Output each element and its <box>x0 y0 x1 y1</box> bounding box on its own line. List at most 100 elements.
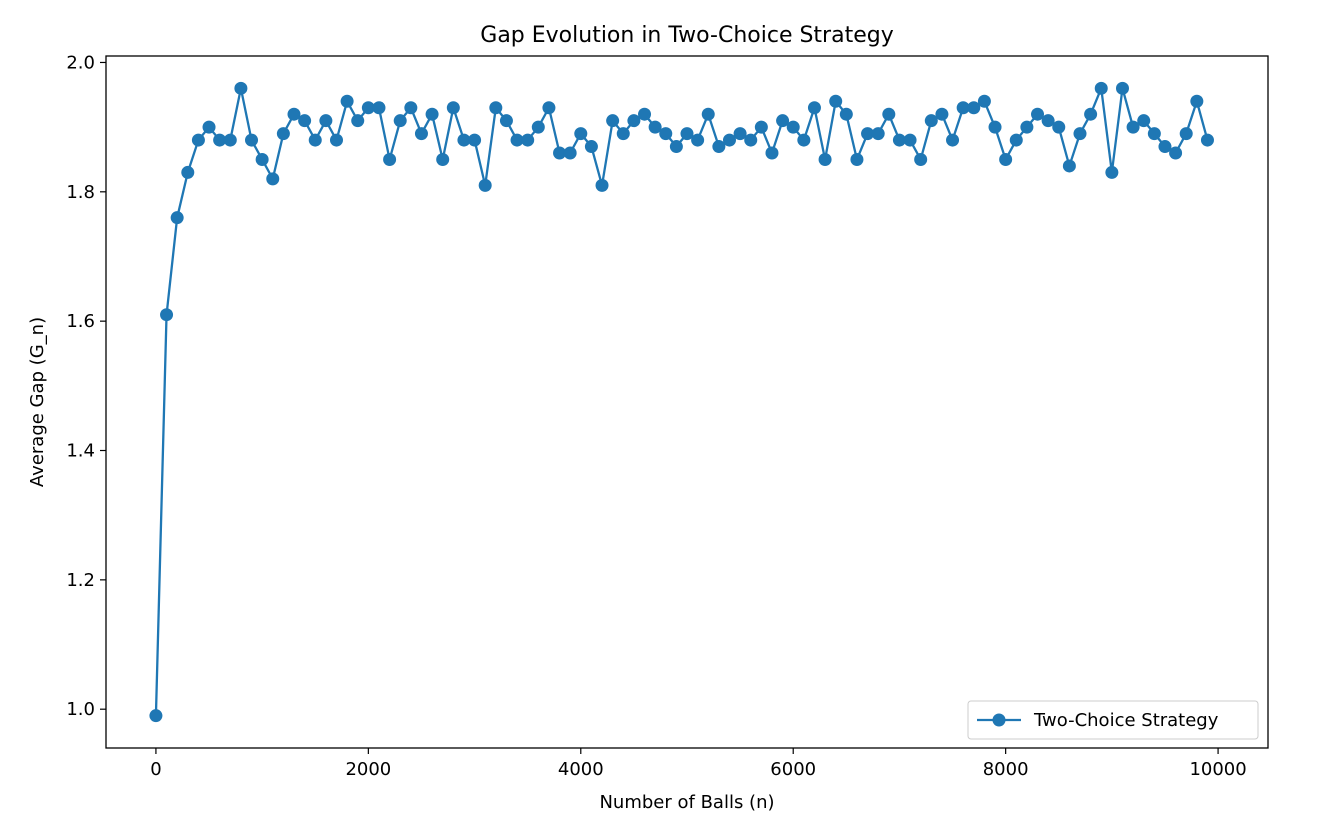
data-point <box>308 133 322 147</box>
data-point <box>1084 107 1098 121</box>
data-point <box>1115 81 1129 95</box>
data-point <box>786 120 800 134</box>
data-point <box>1179 127 1193 141</box>
data-point <box>574 127 588 141</box>
data-point <box>988 120 1002 134</box>
data-point <box>351 114 365 128</box>
data-point <box>1094 81 1108 95</box>
data-point <box>329 133 343 147</box>
data-point <box>1147 127 1161 141</box>
data-point <box>850 152 864 166</box>
data-point <box>924 114 938 128</box>
legend-label: Two-Choice Strategy <box>1033 710 1219 731</box>
data-point <box>892 133 906 147</box>
x-tick-label: 4000 <box>558 759 604 780</box>
data-point <box>712 140 726 154</box>
data-point <box>319 114 333 128</box>
x-tick-label: 0 <box>150 759 161 780</box>
data-point <box>776 114 790 128</box>
data-point <box>457 133 471 147</box>
data-point <box>1137 114 1151 128</box>
data-point <box>1041 114 1055 128</box>
y-tick-label: 1.6 <box>66 311 95 332</box>
data-point <box>638 107 652 121</box>
data-point <box>202 120 216 134</box>
x-tick-label: 10000 <box>1189 759 1246 780</box>
data-point <box>807 101 821 115</box>
data-point <box>871 127 885 141</box>
y-tick-label: 1.2 <box>66 570 95 591</box>
data-point <box>829 94 843 108</box>
data-point <box>733 127 747 141</box>
data-point <box>754 120 768 134</box>
y-tick-label: 2.0 <box>66 52 95 73</box>
data-point <box>627 114 641 128</box>
data-point <box>1052 120 1066 134</box>
data-point <box>383 152 397 166</box>
data-point <box>648 120 662 134</box>
data-point <box>1031 107 1045 121</box>
data-point <box>691 133 705 147</box>
y-axis-label: Average Gap (G_n) <box>27 317 48 487</box>
data-point <box>436 152 450 166</box>
plot-area-frame <box>105 55 1269 749</box>
data-point <box>149 709 163 723</box>
data-point <box>287 107 301 121</box>
data-point <box>521 133 535 147</box>
data-point <box>393 114 407 128</box>
data-point <box>266 172 280 186</box>
data-point <box>882 107 896 121</box>
x-axis: 0 2000 4000 6000 8000 10000 <box>150 748 1247 780</box>
data-point <box>1020 120 1034 134</box>
data-point <box>340 94 354 108</box>
data-point <box>298 114 312 128</box>
data-point <box>722 133 736 147</box>
x-axis-label: Number of Balls (n) <box>599 792 774 813</box>
data-point <box>446 101 460 115</box>
data-point <box>414 127 428 141</box>
y-axis: 1.0 1.2 1.4 1.6 1.8 2.0 <box>66 52 106 720</box>
data-point <box>234 81 248 95</box>
data-point <box>276 127 290 141</box>
data-point <box>245 133 259 147</box>
data-point <box>765 146 779 160</box>
data-point <box>1062 159 1076 173</box>
data-point <box>478 178 492 192</box>
data-point <box>563 146 577 160</box>
data-point <box>914 152 928 166</box>
data-point <box>213 133 227 147</box>
data-point <box>935 107 949 121</box>
series-line <box>154 87 1209 716</box>
data-point <box>170 211 184 225</box>
data-point <box>595 178 609 192</box>
data-point <box>744 133 758 147</box>
data-point <box>1190 94 1204 108</box>
data-point <box>977 94 991 108</box>
data-point <box>510 133 524 147</box>
data-point <box>1009 133 1023 147</box>
data-point <box>499 114 513 128</box>
data-point <box>468 133 482 147</box>
data-point <box>404 101 418 115</box>
x-tick-label: 2000 <box>345 759 391 780</box>
data-point <box>797 133 811 147</box>
data-point <box>531 120 545 134</box>
x-tick-label: 6000 <box>770 759 816 780</box>
data-point <box>361 101 375 115</box>
data-point <box>542 101 556 115</box>
series-layer <box>149 81 1214 723</box>
data-point <box>191 133 205 147</box>
data-point <box>160 308 174 322</box>
data-point <box>999 152 1013 166</box>
data-point <box>616 127 630 141</box>
data-point <box>861 127 875 141</box>
data-point <box>553 146 567 160</box>
data-point <box>584 140 598 154</box>
data-point <box>903 133 917 147</box>
data-point <box>1200 133 1214 147</box>
data-point <box>967 101 981 115</box>
data-point <box>1158 140 1172 154</box>
data-point <box>372 101 386 115</box>
data-point <box>223 133 237 147</box>
